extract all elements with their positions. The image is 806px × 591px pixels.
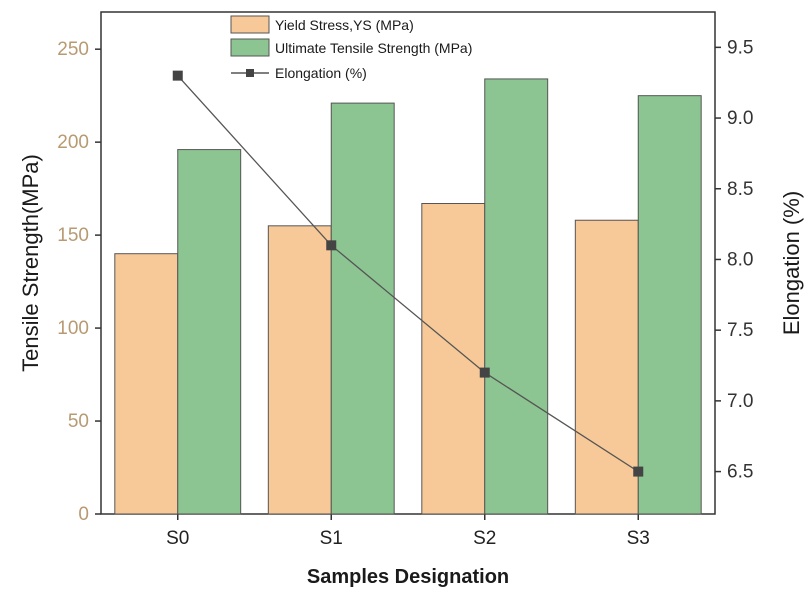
legend-swatch-yield-stress: [230, 15, 270, 34]
left-tick-label: 200: [57, 132, 89, 153]
right-tick-label: 6.5: [727, 462, 753, 483]
legend-label-uts: Ultimate Tensile Strength (MPa): [275, 40, 472, 56]
x-tick-label: S1: [320, 528, 343, 549]
legend-label-yield-stress: Yield Stress,YS (MPa): [275, 17, 414, 33]
right-tick-label: 8.5: [727, 179, 753, 200]
elongation-point-s0: [172, 70, 183, 81]
bar-uts-s3: [637, 95, 702, 515]
elongation-point-s3: [633, 466, 644, 477]
left-y-axis: 0 50 100 150 200 250: [57, 39, 101, 525]
bar-uts-s2: [484, 78, 549, 515]
x-tick-label: S0: [166, 528, 189, 549]
left-tick-label: 50: [68, 411, 89, 432]
x-tick-label: S2: [473, 528, 496, 549]
right-y-axis: 6.5 7.0 7.5 8.0 8.5 9.0 9.5: [715, 37, 753, 483]
left-tick-label: 100: [57, 318, 89, 339]
bar-uts-s0: [177, 149, 242, 515]
left-tick-label: 250: [57, 39, 89, 60]
bars-group: [114, 78, 702, 515]
right-tick-label: 9.5: [727, 37, 753, 58]
legend-marker-elongation: [246, 69, 254, 77]
left-tick-label: 0: [78, 504, 89, 525]
legend-label-elongation: Elongation (%): [275, 65, 367, 81]
left-tick-label: 150: [57, 225, 89, 246]
x-axis-title: Samples Designation: [307, 566, 509, 588]
x-axis: S0 S1 S2 S3: [166, 514, 650, 549]
elongation-point-s1: [326, 240, 337, 251]
bar-yield-stress-s3: [574, 219, 639, 515]
bar-yield-stress-s2: [421, 203, 486, 515]
elongation-line-group: [172, 70, 644, 477]
legend: Yield Stress,YS (MPa) Ultimate Tensile S…: [230, 15, 472, 81]
right-tick-label: 9.0: [727, 108, 753, 129]
legend-swatch-uts: [230, 38, 270, 57]
right-tick-label: 7.5: [727, 320, 753, 341]
bar-uts-s1: [330, 102, 395, 515]
x-tick-label: S3: [627, 528, 650, 549]
y-axis-title: Tensile Strength(MPa): [18, 154, 43, 372]
y2-axis-title: Elongation (%): [779, 191, 804, 335]
bar-yield-stress-s1: [267, 225, 332, 515]
right-tick-label: 7.0: [727, 391, 753, 412]
bar-yield-stress-s0: [114, 253, 179, 515]
elongation-point-s2: [479, 367, 490, 378]
elongation-line: [177, 75, 639, 473]
plot-frame: [100, 11, 716, 515]
right-tick-label: 8.0: [727, 249, 753, 270]
